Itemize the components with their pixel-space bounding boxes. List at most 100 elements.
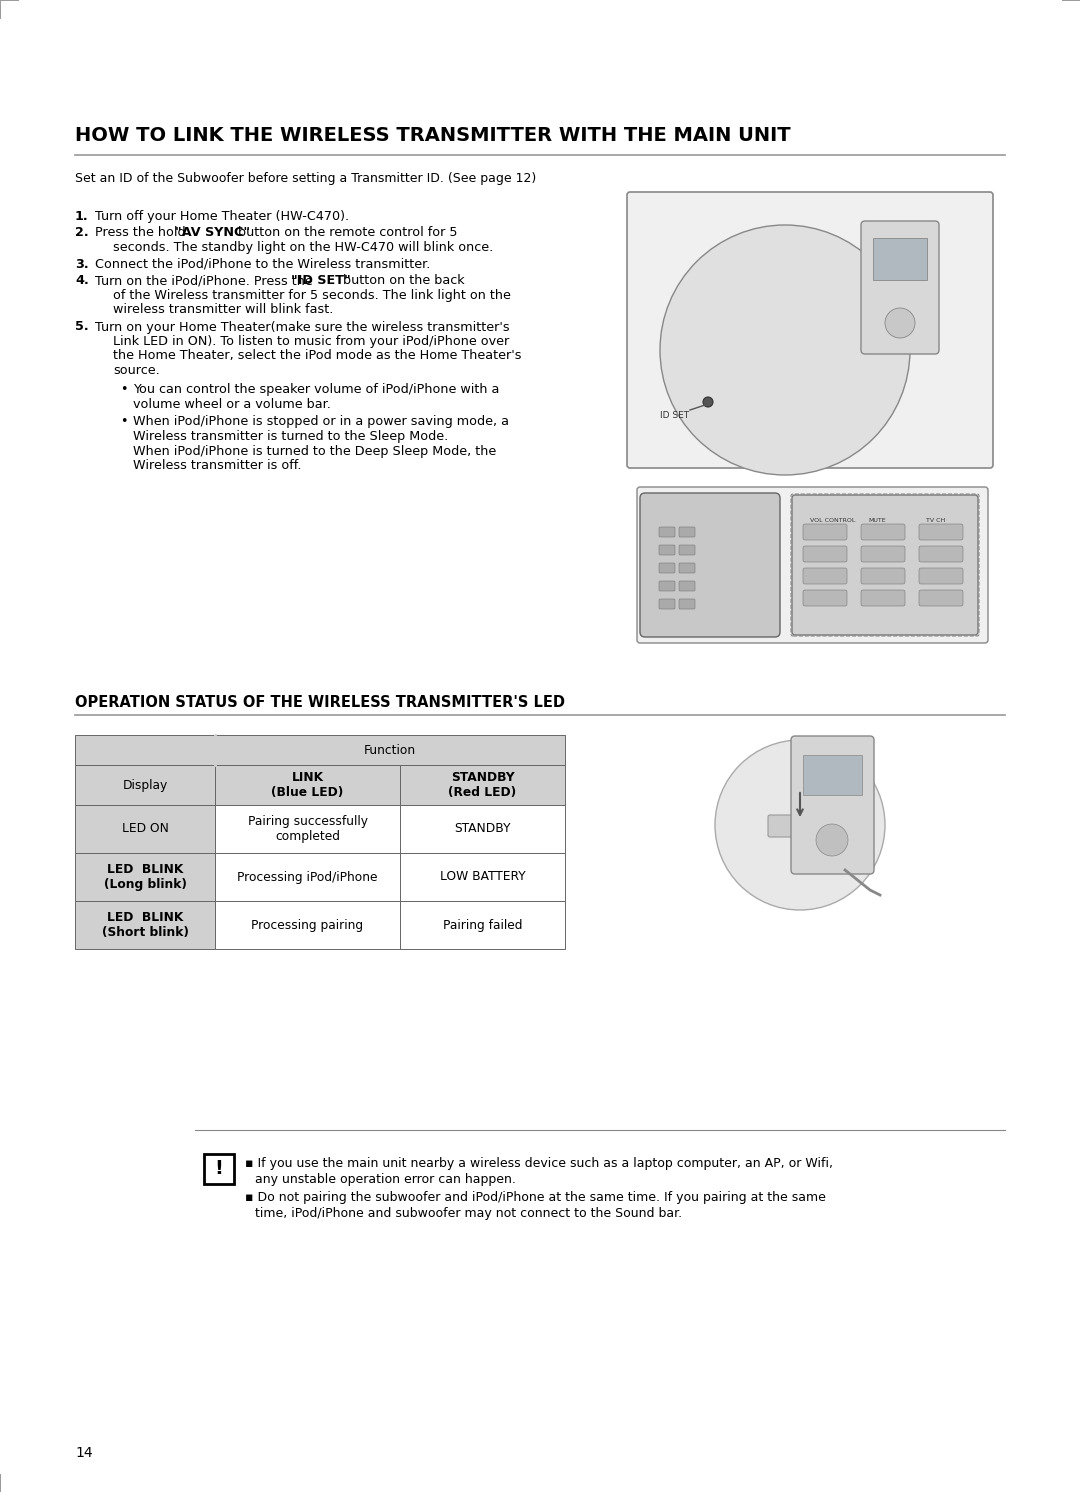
Text: Wireless transmitter is turned to the Sleep Mode.: Wireless transmitter is turned to the Sl…: [133, 430, 448, 443]
Text: Press the hold: Press the hold: [95, 227, 190, 240]
FancyBboxPatch shape: [919, 546, 963, 562]
Text: the Home Theater, select the iPod mode as the Home Theater's: the Home Theater, select the iPod mode a…: [113, 349, 522, 363]
Text: 5.: 5.: [75, 321, 89, 334]
Bar: [75, 765, 215, 806]
Bar: [400, 901, 565, 949]
Bar: [215, 765, 400, 806]
Text: Pairing failed: Pairing failed: [443, 919, 523, 931]
FancyBboxPatch shape: [640, 492, 780, 637]
FancyBboxPatch shape: [791, 736, 874, 874]
Bar: [400, 806, 565, 853]
FancyBboxPatch shape: [804, 524, 847, 540]
FancyBboxPatch shape: [679, 527, 696, 537]
Text: TV CH: TV CH: [926, 518, 945, 524]
FancyBboxPatch shape: [804, 546, 847, 562]
Text: 3.: 3.: [75, 258, 89, 270]
FancyBboxPatch shape: [679, 545, 696, 555]
Text: "ID SET": "ID SET": [291, 275, 351, 286]
Text: LED  BLINK
(Short blink): LED BLINK (Short blink): [102, 912, 188, 938]
Text: volume wheel or a volume bar.: volume wheel or a volume bar.: [133, 398, 330, 410]
FancyBboxPatch shape: [919, 568, 963, 583]
Text: any unstable operation error can happen.: any unstable operation error can happen.: [255, 1173, 516, 1186]
Text: source.: source.: [113, 364, 160, 377]
Text: Display: Display: [122, 779, 167, 791]
Text: Set an ID of the Subwoofer before setting a Transmitter ID. (See page 12): Set an ID of the Subwoofer before settin…: [75, 172, 537, 185]
Text: button on the back: button on the back: [339, 275, 464, 286]
Text: •: •: [120, 383, 127, 397]
FancyBboxPatch shape: [861, 568, 905, 583]
Text: 4.: 4.: [75, 275, 89, 286]
Bar: [400, 853, 565, 901]
FancyBboxPatch shape: [204, 1153, 234, 1185]
FancyBboxPatch shape: [861, 221, 939, 354]
FancyBboxPatch shape: [861, 546, 905, 562]
FancyBboxPatch shape: [659, 580, 675, 591]
FancyBboxPatch shape: [768, 815, 832, 837]
Circle shape: [885, 307, 915, 339]
FancyBboxPatch shape: [637, 486, 988, 643]
Text: ▪ Do not pairing the subwoofer and iPod/iPhone at the same time. If you pairing : ▪ Do not pairing the subwoofer and iPod/…: [245, 1191, 826, 1204]
Text: HOW TO LINK THE WIRELESS TRANSMITTER WITH THE MAIN UNIT: HOW TO LINK THE WIRELESS TRANSMITTER WIT…: [75, 125, 791, 145]
Bar: [75, 736, 215, 765]
Text: seconds. The standby light on the HW-C470 will blink once.: seconds. The standby light on the HW-C47…: [113, 242, 494, 254]
FancyBboxPatch shape: [919, 524, 963, 540]
Text: When iPod/iPhone is stopped or in a power saving mode, a: When iPod/iPhone is stopped or in a powe…: [133, 415, 509, 428]
Text: !: !: [215, 1159, 224, 1179]
Text: MUTE: MUTE: [868, 518, 886, 524]
FancyBboxPatch shape: [659, 545, 675, 555]
Bar: [215, 901, 400, 949]
FancyBboxPatch shape: [804, 568, 847, 583]
FancyBboxPatch shape: [861, 524, 905, 540]
Text: button on the remote control for 5: button on the remote control for 5: [234, 227, 458, 240]
Text: •: •: [120, 415, 127, 428]
Bar: [215, 736, 565, 765]
Circle shape: [660, 225, 910, 474]
FancyBboxPatch shape: [627, 192, 993, 468]
Text: "AV SYNC": "AV SYNC": [175, 227, 251, 240]
Text: 14: 14: [75, 1446, 93, 1461]
FancyBboxPatch shape: [659, 562, 675, 573]
FancyBboxPatch shape: [861, 589, 905, 606]
Bar: [400, 765, 565, 806]
FancyBboxPatch shape: [792, 495, 978, 636]
Text: Function: Function: [364, 743, 416, 756]
Text: LED  BLINK
(Long blink): LED BLINK (Long blink): [104, 862, 187, 891]
Text: Pairing successfully
completed: Pairing successfully completed: [247, 815, 367, 843]
Text: Connect the iPod/iPhone to the Wireless transmitter.: Connect the iPod/iPhone to the Wireless …: [95, 258, 430, 270]
Text: 2.: 2.: [75, 227, 89, 240]
Bar: [873, 239, 927, 280]
Text: Turn on the iPod/iPhone. Press the: Turn on the iPod/iPhone. Press the: [95, 275, 316, 286]
Bar: [75, 853, 215, 901]
Text: Wireless transmitter is off.: Wireless transmitter is off.: [133, 460, 301, 471]
FancyBboxPatch shape: [659, 527, 675, 537]
Text: STANDBY
(Red LED): STANDBY (Red LED): [448, 771, 516, 800]
Bar: [75, 901, 215, 949]
Text: ID SET: ID SET: [660, 410, 689, 419]
FancyBboxPatch shape: [679, 598, 696, 609]
Text: LOW BATTERY: LOW BATTERY: [440, 870, 525, 883]
Text: LINK
(Blue LED): LINK (Blue LED): [271, 771, 343, 800]
FancyBboxPatch shape: [679, 580, 696, 591]
Text: Turn on your Home Theater(make sure the wireless transmitter's: Turn on your Home Theater(make sure the …: [95, 321, 510, 334]
Text: Processing iPod/iPhone: Processing iPod/iPhone: [238, 870, 378, 883]
Text: ▪ If you use the main unit nearby a wireless device such as a laptop computer, a: ▪ If you use the main unit nearby a wire…: [245, 1156, 833, 1170]
Text: 1.: 1.: [75, 210, 89, 222]
Text: LED ON: LED ON: [122, 822, 168, 836]
Text: Processing pairing: Processing pairing: [252, 919, 364, 931]
Text: Link LED in ON). To listen to music from your iPod/iPhone over: Link LED in ON). To listen to music from…: [113, 336, 510, 348]
Text: When iPod/iPhone is turned to the Deep Sleep Mode, the: When iPod/iPhone is turned to the Deep S…: [133, 445, 496, 458]
Text: You can control the speaker volume of iPod/iPhone with a: You can control the speaker volume of iP…: [133, 383, 499, 397]
Text: wireless transmitter will blink fast.: wireless transmitter will blink fast.: [113, 303, 334, 316]
FancyBboxPatch shape: [659, 598, 675, 609]
Circle shape: [715, 740, 885, 910]
Text: time, iPod/iPhone and subwoofer may not connect to the Sound bar.: time, iPod/iPhone and subwoofer may not …: [255, 1207, 683, 1220]
Circle shape: [816, 824, 848, 856]
Bar: [215, 853, 400, 901]
Bar: [75, 806, 215, 853]
Text: STANDBY: STANDBY: [455, 822, 511, 836]
Circle shape: [703, 397, 713, 407]
Text: Turn off your Home Theater (HW-C470).: Turn off your Home Theater (HW-C470).: [95, 210, 349, 222]
Text: VOL CONTROL: VOL CONTROL: [810, 518, 855, 524]
Text: of the Wireless transmitter for 5 seconds. The link light on the: of the Wireless transmitter for 5 second…: [113, 288, 511, 301]
FancyBboxPatch shape: [804, 589, 847, 606]
